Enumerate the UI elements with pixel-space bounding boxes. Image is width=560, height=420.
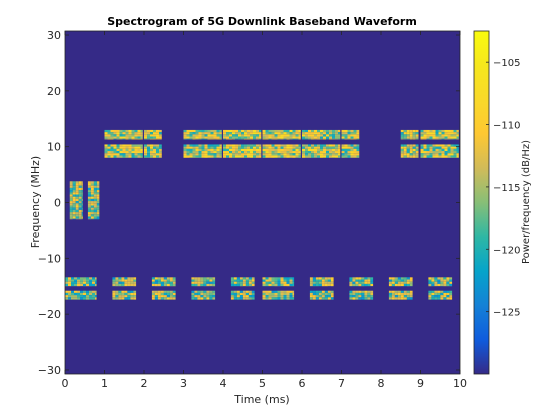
y-tick-label: 20 (47, 85, 61, 98)
burst-32 (151, 290, 176, 300)
y-tick-label: −10 (38, 252, 61, 265)
y-axis-label: Frequency (MHz) (29, 156, 42, 248)
burst-2 (104, 129, 143, 140)
colorbar-tick-label: −125 (493, 308, 520, 319)
x-axis-ticks: 0 1 2 3 4 5 6 7 8 9 10 (62, 31, 467, 390)
x-tick-label: 5 (259, 377, 266, 390)
colorbar-label: Power/frequency (dB/Hz) (521, 140, 532, 264)
burst-8 (341, 129, 360, 140)
x-tick-label: 6 (299, 377, 306, 390)
x-axis-label: Time (ms) (233, 393, 289, 406)
burst-5 (223, 129, 262, 140)
colorbar: −125 −120 −115 −110 −105 Power/frequency (dB… (473, 30, 532, 375)
burst-19 (420, 144, 459, 158)
x-tick-label: 7 (338, 377, 345, 390)
x-tick-label: 10 (453, 377, 467, 390)
y-axis-ticks: −30 −20 −10 0 10 20 30 (38, 29, 460, 377)
burst-23 (191, 277, 216, 287)
burst-9 (400, 129, 419, 140)
burst-17 (341, 144, 360, 158)
burst-12 (144, 144, 162, 158)
x-tick-label: 2 (141, 377, 148, 390)
burst-0 (69, 181, 83, 220)
colorbar-gradient (473, 30, 490, 375)
burst-37 (349, 290, 374, 300)
colorbar-tick-label: −105 (493, 58, 520, 69)
burst-21 (112, 277, 137, 287)
x-tick-label: 0 (62, 377, 69, 390)
burst-14 (223, 144, 262, 158)
burst-35 (262, 290, 295, 300)
colorbar-tick-label: −115 (493, 183, 520, 194)
burst-20 (65, 277, 97, 287)
burst-26 (309, 277, 334, 287)
colorbar-tick-label: −120 (493, 245, 520, 256)
burst-24 (230, 277, 255, 287)
chart-title: Spectrogram of 5G Downlink Baseband Wave… (107, 15, 417, 28)
y-tick-label: −30 (38, 364, 61, 377)
x-tick-label: 4 (220, 377, 227, 390)
burst-29 (428, 277, 453, 287)
x-tick-label: 3 (180, 377, 187, 390)
burst-30 (65, 290, 97, 300)
plot-background (65, 31, 460, 374)
burst-31 (112, 290, 137, 300)
burst-1 (87, 181, 100, 220)
x-tick-label: 1 (101, 377, 108, 390)
burst-13 (183, 144, 222, 158)
y-tick-label: −20 (38, 308, 61, 321)
burst-10 (420, 129, 459, 140)
x-tick-label: 9 (417, 377, 424, 390)
burst-3 (144, 129, 162, 140)
burst-28 (388, 277, 413, 287)
burst-4 (183, 129, 222, 140)
colorbar-tick-label: −110 (493, 121, 520, 132)
x-tick-label: 8 (378, 377, 385, 390)
burst-39 (428, 290, 453, 300)
burst-18 (400, 144, 419, 158)
burst-16 (302, 144, 341, 158)
burst-33 (191, 290, 216, 300)
burst-27 (349, 277, 374, 287)
burst-25 (262, 277, 295, 287)
burst-6 (262, 129, 301, 140)
burst-15 (262, 144, 301, 158)
burst-22 (151, 277, 176, 287)
burst-38 (388, 290, 413, 300)
burst-34 (230, 290, 255, 300)
burst-36 (309, 290, 334, 300)
y-tick-label: 10 (47, 141, 61, 154)
y-tick-label: 30 (47, 29, 61, 42)
colorbar-ticks: −125 −120 −115 −110 −105 (486, 58, 520, 319)
burst-11 (104, 144, 143, 158)
burst-7 (302, 129, 341, 140)
y-tick-label: 0 (54, 197, 61, 210)
plot-area: 0 1 2 3 4 5 6 7 8 9 10 −30 −20 −10 0 10 20 30 (38, 29, 467, 390)
signal-bursts (65, 129, 459, 300)
